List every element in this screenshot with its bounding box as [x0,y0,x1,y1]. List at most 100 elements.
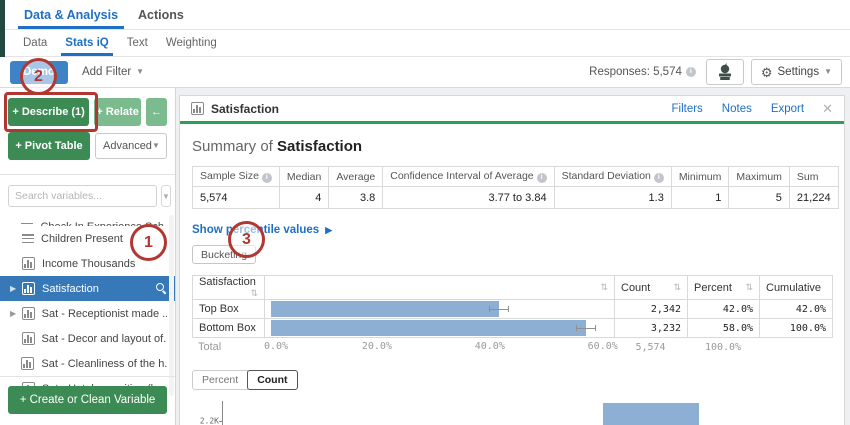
total-label: Total [198,341,222,353]
card-header: Satisfaction Filters Notes Export ✕ [180,96,844,124]
variable-item-sat-receptionist[interactable]: ▶ Sat - Receptionist made ... [0,301,175,326]
expand-caret-icon[interactable]: ▶ [10,309,17,318]
close-icon[interactable]: ✕ [822,100,833,116]
add-filter-button[interactable]: Add Filter ▼ [82,66,144,78]
expand-caret-icon[interactable]: ▶ [10,284,17,293]
bucketing-table: Satisfaction ⇅ ⇅ Count ⇅ Percent ⇅ Cumulati… [192,275,833,338]
sidebar-scrollbar[interactable] [169,215,174,396]
bucket-col-cumulative[interactable]: Cumulative [759,275,833,300]
toolbar: Demo Add Filter ▼ Responses: 5,574 i ⚙ S… [0,57,850,88]
advanced-label: Advanced [103,140,152,152]
variable-item-satisfaction[interactable]: ▶ Satisfaction [0,276,175,301]
bucket-row-top-box: Top Box 2,342 42.0% 42.0% [192,299,833,319]
bucket-col-count[interactable]: Count ⇅ [614,275,688,300]
sample-size-value: 5,574 [192,186,280,209]
magnifier-icon[interactable] [156,283,167,294]
global-nav-edge [0,0,5,57]
chevron-down-icon: ▼ [824,67,832,76]
variable-label: Sat - Decor and layout of... [41,332,167,345]
y-tick-mark [219,421,222,422]
bucket-percent: 42.0% [687,299,760,319]
col-standard-deviation: Standard Deviation i [553,166,672,187]
describe-button[interactable]: + Describe (1) [8,98,90,126]
minimum-value: 1 [670,186,730,209]
subtab-stats-iq[interactable]: Stats iQ [56,30,117,56]
variable-item-sat-decor[interactable]: Sat - Decor and layout of... [0,326,175,351]
bucket-col-bar[interactable]: ⇅ [264,275,615,300]
percent-toggle-button[interactable]: Percent [192,370,249,390]
filters-link[interactable]: Filters [671,102,703,115]
col-average: Average [328,166,384,187]
summary-heading-prefix: Summary of [192,138,278,155]
variable-label: Income Thousands [42,257,136,270]
axis-tick-label: 40.0% [474,341,505,352]
y-tick-label: 2.2K [199,416,219,425]
histogram-chart: 2.2K 2K [192,398,832,425]
settings-button[interactable]: ⚙ Settings ▼ [750,59,842,85]
search-options-dropdown[interactable]: ▼ [161,185,171,207]
bucket-col-satisfaction[interactable]: Satisfaction ⇅ [192,275,265,300]
show-percentile-values-link[interactable]: Show percentile values ▶ [192,224,832,236]
top-nav: Data & Analysis Actions [0,0,850,30]
subtab-weighting[interactable]: Weighting [165,37,217,49]
sort-icon[interactable]: ⇅ [745,281,753,292]
summary-heading-variable: Satisfaction [277,138,363,155]
tab-data-analysis[interactable]: Data & Analysis [14,0,128,29]
error-whisker [576,324,597,332]
bucket-bar-cell [264,299,615,319]
sidebar: + Describe (1) + Relate ← + Pivot Table … [0,88,176,425]
count-toggle-button[interactable]: Count [247,370,298,390]
variable-search: ▼ [0,177,175,215]
search-variables-input[interactable] [8,185,157,207]
bucket-label: Bottom Box [192,318,265,338]
bucket-bar [271,320,587,336]
variable-item-sat-cleanliness[interactable]: Sat - Cleanliness of the h... [0,351,175,376]
info-icon[interactable]: i [653,173,664,183]
variable-item-children-present[interactable]: Children Present [0,226,175,251]
subtab-data[interactable]: Data [23,37,48,49]
maximum-value: 5 [728,186,790,209]
advanced-dropdown[interactable]: Advanced ▼ [95,133,167,159]
bar-chart-icon [21,357,35,370]
export-link[interactable]: Export [770,102,805,115]
sort-icon[interactable]: ⇅ [250,288,258,298]
bucket-col-percent[interactable]: Percent ⇅ [687,275,760,300]
bucket-total-row: Total 0.0% 20.0% 40.0% 60.0% 5,574 100.0… [192,338,832,356]
create-or-clean-variable-button[interactable]: + Create or Clean Variable [8,386,167,414]
sort-icon[interactable]: ⇅ [673,281,681,292]
collapse-panel-button[interactable]: ← [145,98,167,126]
sort-icon[interactable]: ⇅ [600,282,608,292]
bucket-bar [271,301,500,317]
demo-button[interactable]: Demo [10,60,68,84]
bar-chart-icon [21,332,35,345]
bar-chart-icon [22,257,35,270]
learning-button[interactable] [705,59,744,85]
subtab-text[interactable]: Text [126,37,148,49]
variable-item-income-thousands[interactable]: Income Thousands [0,251,175,276]
tab-actions[interactable]: Actions [138,7,184,22]
bar-chart-icon [191,102,204,115]
info-icon[interactable]: i [685,67,696,77]
bucketing-button[interactable]: Bucketing [192,245,257,264]
info-icon[interactable]: i [536,173,547,183]
bucket-count: 3,232 [614,318,688,338]
notes-link[interactable]: Notes [721,102,752,115]
card-body: Summary of Satisfaction Sample Size i Me… [180,124,844,425]
responses-label: Responses: 5,574 [589,66,682,78]
relate-button[interactable]: + Relate [94,98,141,126]
chevron-down-icon: ▼ [151,141,160,150]
standard-deviation-value: 1.3 [553,186,672,209]
chevron-down-icon: ▼ [136,67,145,76]
card-title: Satisfaction [211,101,280,116]
list-icon [22,234,34,243]
total-count: 5,574 [635,341,666,353]
info-icon[interactable]: i [261,173,272,183]
median-value: 4 [278,186,330,209]
bucket-percent: 58.0% [687,318,760,338]
apple-on-books-icon [718,63,731,80]
pivot-table-button[interactable]: + Pivot Table [8,132,90,160]
percentile-link-label: Show percentile values [192,224,320,236]
axis-tick-label: 0.0% [264,341,289,352]
variable-item-check-in[interactable]: Check In Experience Sch... [0,215,175,226]
